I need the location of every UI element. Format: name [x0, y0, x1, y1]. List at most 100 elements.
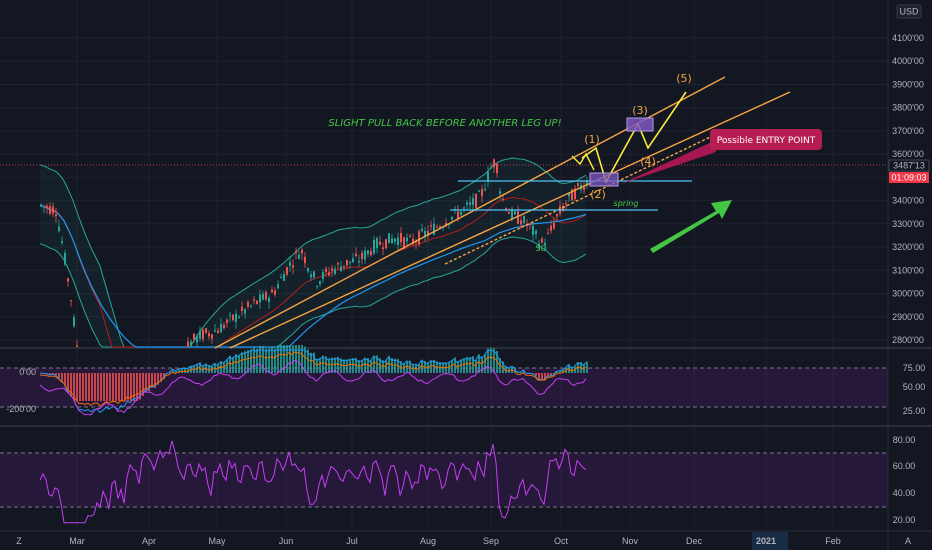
- price-tick-label: 3900'00: [892, 79, 924, 89]
- candle-body: [502, 198, 504, 200]
- candle-body: [304, 256, 306, 264]
- rsi-axis-80: 80.00: [893, 435, 916, 445]
- macd-bar: [253, 347, 255, 373]
- candle-body: [337, 263, 339, 265]
- time-axis[interactable]: Mar Apr May Jun Jul Aug Sep Oct Nov Dec 2021 Feb: [69, 536, 841, 546]
- macd-bar: [151, 373, 153, 388]
- candle-body: [517, 211, 519, 224]
- candle-body: [418, 231, 420, 245]
- macd-bar: [133, 373, 135, 401]
- channel-lower-trendline[interactable]: [444, 129, 726, 265]
- entry-point-pointer: [621, 140, 716, 184]
- candle-body: [412, 238, 414, 245]
- candle-body: [250, 305, 252, 307]
- macd-bar: [112, 373, 114, 401]
- entry-point-label-box[interactable]: [710, 129, 822, 150]
- macd-bar: [136, 373, 138, 401]
- rsi-axis-20: 20.00: [893, 515, 916, 525]
- currency-badge[interactable]: [896, 4, 922, 19]
- candle-body: [280, 276, 282, 279]
- time-tick-label: May: [208, 536, 226, 546]
- candle-body: [40, 204, 42, 206]
- macd-bar: [145, 373, 147, 393]
- candle-body: [334, 268, 336, 274]
- rsi-axis-40: 40.00: [893, 488, 916, 498]
- macd-bar: [391, 358, 393, 373]
- time-tick-label: Oct: [554, 536, 569, 546]
- macd-pane[interactable]: [0, 345, 888, 416]
- candle-body: [427, 231, 429, 235]
- candle-body: [298, 254, 300, 259]
- macd-bar: [451, 359, 453, 373]
- candle-body: [541, 238, 543, 243]
- candle-body: [268, 297, 270, 302]
- green-up-arrow[interactable]: [650, 200, 732, 253]
- macd-axis-zero: 0'00: [19, 367, 36, 377]
- macd-bar: [460, 359, 462, 373]
- candle-body: [331, 268, 333, 271]
- candle-body: [244, 309, 246, 314]
- macd-bar: [505, 365, 507, 373]
- bollinger-band-fill: [40, 158, 586, 347]
- macd-bar: [358, 360, 360, 373]
- candle-body: [370, 251, 372, 256]
- time-tick-label: 2021: [756, 536, 776, 546]
- macd-bar: [322, 355, 324, 373]
- candle-body: [439, 226, 441, 228]
- price-pane[interactable]: Possible ENTRY POINT (1) (2) (3) (4) (5)…: [0, 72, 888, 349]
- candle-body: [481, 189, 483, 197]
- time-tick-label: Jun: [279, 536, 294, 546]
- macd-bar: [427, 362, 429, 373]
- macd-bar: [58, 373, 60, 378]
- wave-2-zone-box[interactable]: [589, 172, 619, 187]
- macd-bar: [538, 373, 540, 381]
- candle-body: [520, 220, 522, 225]
- macd-bar: [67, 373, 69, 393]
- macd-bar: [394, 358, 396, 373]
- candle-body: [586, 181, 588, 186]
- candle-body: [523, 216, 525, 223]
- macd-bar: [181, 367, 183, 373]
- elliott-wave-projection[interactable]: [581, 91, 687, 185]
- macd-line: [39, 349, 587, 414]
- macd-bar: [373, 355, 375, 373]
- wave-recent-path: [571, 152, 595, 171]
- price-tick-label: 3800'00: [892, 103, 924, 113]
- candle-body: [307, 268, 309, 272]
- macd-bar: [259, 345, 261, 373]
- macd-bar: [247, 349, 249, 373]
- candle-body: [550, 225, 552, 231]
- candle-body: [385, 239, 387, 249]
- macd-bar: [232, 357, 234, 373]
- candle-body: [400, 233, 402, 243]
- headline-annotation[interactable]: SLIGHT PULL BACK BEFORE ANOTHER LEG UP!: [328, 118, 561, 129]
- candle-body: [457, 211, 459, 219]
- candle-body: [403, 237, 405, 248]
- macd-bar: [328, 358, 330, 373]
- macd-bar: [430, 360, 432, 373]
- osc-axis-25: 25.00: [903, 406, 926, 416]
- wave-label-4: (4): [640, 155, 656, 168]
- macd-bar: [94, 373, 96, 401]
- wave-3-zone-box[interactable]: [626, 117, 654, 132]
- macd-bar: [268, 348, 270, 373]
- price-tick-label: 3700'00: [892, 126, 924, 136]
- channel-middle-trendline[interactable]: [229, 91, 791, 349]
- macd-bar: [544, 373, 546, 381]
- macd-bar: [310, 352, 312, 373]
- candle-body: [289, 262, 291, 266]
- macd-bar: [334, 357, 336, 373]
- macd-bar: [76, 373, 78, 401]
- macd-bar: [559, 370, 561, 373]
- macd-bar: [79, 373, 81, 401]
- candle-body: [496, 163, 498, 174]
- auto-scale-icon[interactable]: A: [905, 536, 911, 546]
- candle-body: [256, 300, 258, 304]
- price-tick-label: 3200'00: [892, 242, 924, 252]
- candle-body: [301, 249, 303, 254]
- timezone-icon[interactable]: Z: [16, 536, 22, 546]
- rsi-pane[interactable]: [0, 440, 888, 524]
- candle-body: [193, 333, 195, 340]
- time-tick-label: Dec: [686, 536, 703, 546]
- candle-body: [325, 268, 327, 272]
